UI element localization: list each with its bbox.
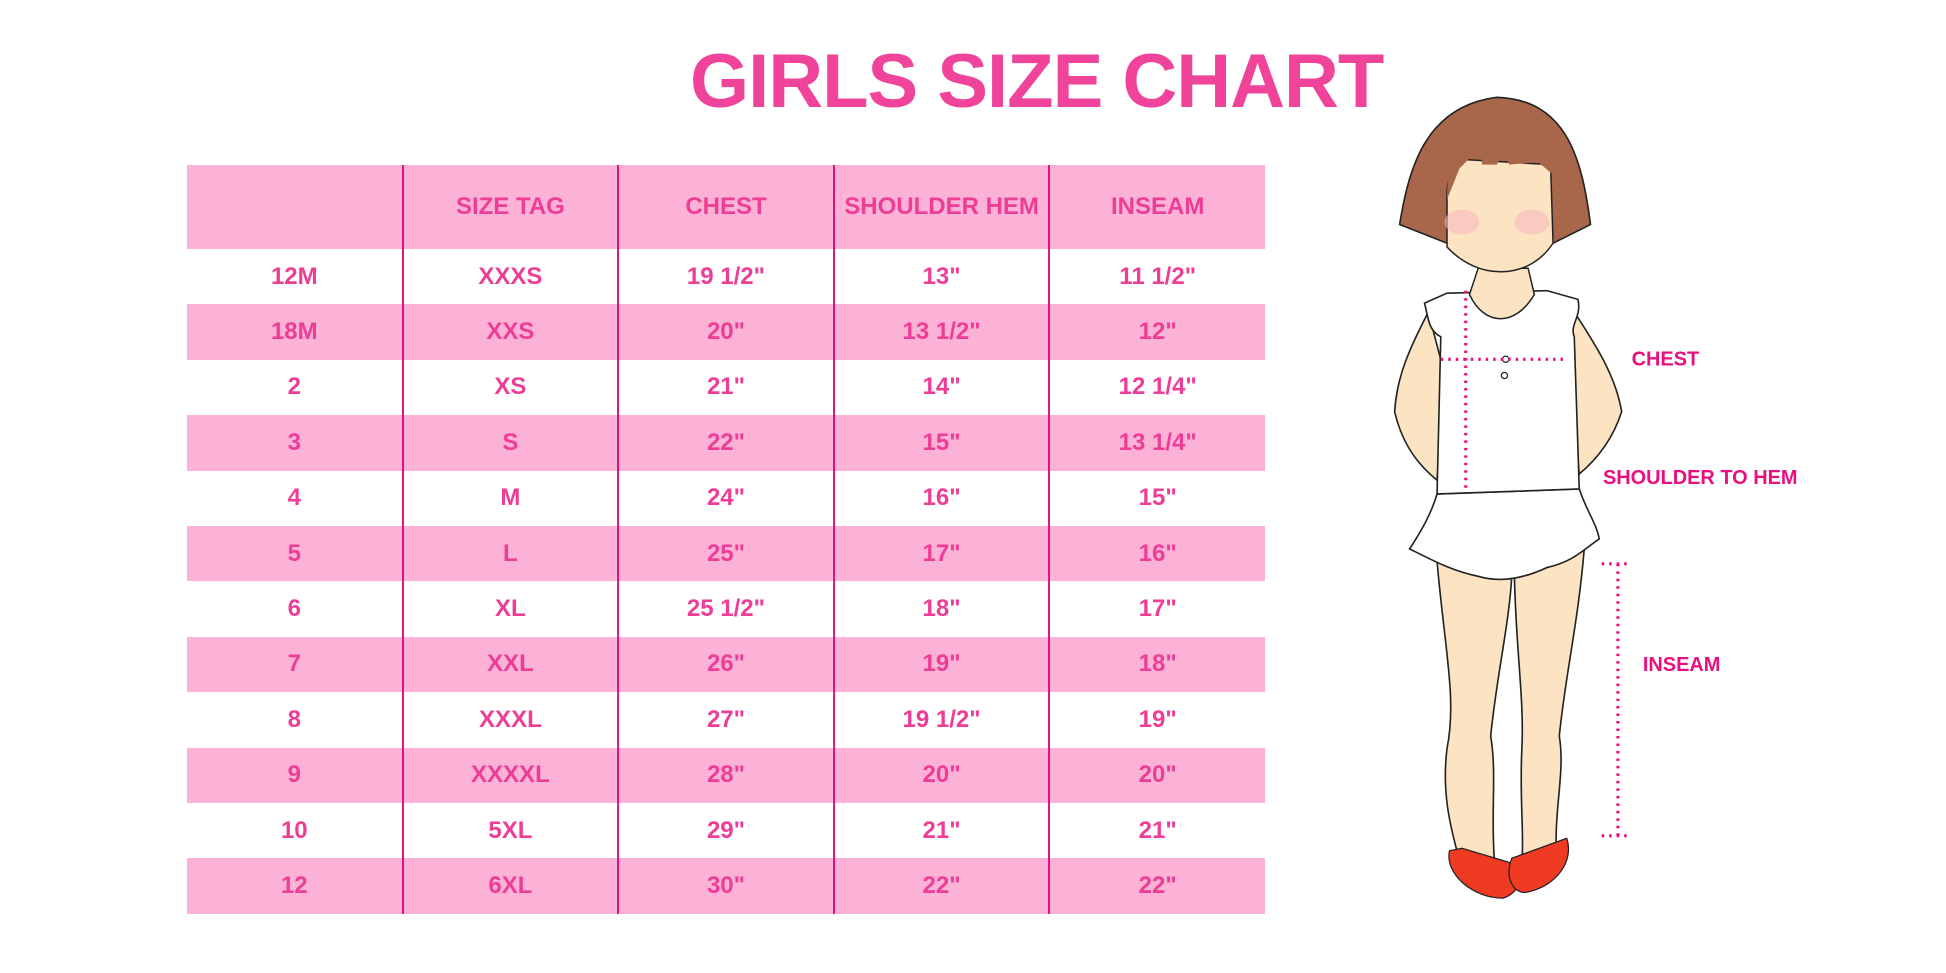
table-cell: 13" [832, 249, 1050, 305]
neck [1468, 267, 1536, 320]
left-leg [1436, 560, 1513, 862]
table-row: 18M XXS 20" 13 1/2" 12" [187, 304, 1265, 360]
table-cell: 18M [270, 318, 318, 346]
table-cell: 19 1/2" [832, 692, 1050, 748]
table-row: 2 XS 21" 14" 12 1/4" [187, 359, 1265, 416]
table-cell: 14" [832, 359, 1050, 416]
table-cell: 12" [1048, 304, 1265, 360]
table-cell: L [401, 525, 619, 582]
table-cell: XL [401, 581, 619, 637]
table-cell: 24" [617, 470, 834, 526]
table-cell: 12 1/4" [1048, 359, 1265, 416]
table-cell: XXXS [401, 249, 619, 305]
table-cell: XXS [401, 304, 619, 360]
table-cell: 30" [617, 858, 834, 914]
column-header: SHOULDER HEM [832, 165, 1050, 249]
column-header: CHEST [617, 165, 834, 249]
table-cell: 21" [832, 802, 1050, 859]
left-arm [1393, 309, 1446, 482]
table-cell: 15" [1048, 470, 1265, 526]
table-cell: 20" [832, 747, 1050, 803]
table-cell: 21" [1048, 802, 1265, 859]
table-cell: 5 [287, 539, 301, 567]
table-row: 4 M 24" 16" 15" [187, 470, 1265, 526]
right-arm [1568, 309, 1623, 476]
table-cell: XXL [401, 636, 619, 693]
table-cell: 13 1/4" [1048, 415, 1265, 471]
table-cell: 15" [832, 415, 1050, 471]
table-cell: XS [401, 359, 619, 416]
table-cell: 21" [617, 359, 834, 416]
table-cell: 19 1/2" [617, 249, 834, 305]
table-cell: 26" [617, 636, 834, 693]
table-cell: 28" [617, 747, 834, 803]
table-cell: 8 [287, 705, 301, 733]
table-cell: 19" [832, 636, 1050, 693]
table-cell: M [401, 470, 619, 526]
table-cell: 22" [832, 858, 1050, 914]
table-cell: 16" [832, 470, 1050, 526]
table-row: 9 XXXXL 28" 20" 20" [187, 747, 1265, 803]
cheek [1514, 209, 1550, 235]
button-icon [1501, 355, 1510, 364]
table-cell: S [401, 415, 619, 471]
table-cell: 29" [617, 802, 834, 859]
table-cell: 6XL [401, 858, 619, 914]
table-row: 12M XXXS 19 1/2" 13" 11 1/2" [187, 249, 1265, 305]
table-cell: 17" [1048, 581, 1265, 637]
table-row: 7 XXL 26" 19" 18" [187, 636, 1265, 693]
table-cell: 22" [1048, 858, 1265, 914]
table-cell: 17" [832, 525, 1050, 582]
column-header: INSEAM [1048, 165, 1265, 249]
table-row: 10 5XL 29" 21" 21" [187, 802, 1265, 859]
table-cell: 2 [287, 373, 301, 401]
table-cell: 4 [287, 484, 301, 512]
cheek [1444, 209, 1480, 235]
right-shoe [1508, 837, 1570, 894]
table-cell: 7 [287, 650, 301, 678]
table-cell: 12 [280, 871, 308, 899]
table-cell: 27" [617, 692, 834, 748]
table-cell: 18" [832, 581, 1050, 637]
table-row: 6 XL 25 1/2" 18" 17" [187, 581, 1265, 637]
table-cell: 25 1/2" [617, 581, 834, 637]
table-cell: 22" [617, 415, 834, 471]
table-cell: 5XL [401, 802, 619, 859]
table-cell: XXXXL [401, 747, 619, 803]
button-icon [1500, 371, 1509, 380]
hair-bangs [1447, 114, 1554, 200]
table-cell: 3 [287, 428, 301, 456]
table-row: 5 L 25" 17" 16" [187, 525, 1265, 582]
table-row: 8 XXXL 27" 19 1/2" 19" [187, 692, 1265, 748]
inseam-label: INSEAM [1643, 654, 1721, 676]
skirt-ruffle [1408, 488, 1601, 581]
table-cell: 10 [280, 816, 308, 844]
column-header: SIZE TAG [401, 165, 619, 249]
table-cell: 6 [287, 595, 301, 623]
table-cell: 13 1/2" [832, 304, 1050, 360]
table-cell: 9 [287, 761, 301, 789]
table-cell: 20" [1048, 747, 1265, 803]
table-row: 12 6XL 30" 22" 22" [187, 858, 1265, 914]
table-cell: 18" [1048, 636, 1265, 693]
chest-label: CHEST [1632, 348, 1700, 370]
table-cell: 11 1/2" [1048, 249, 1265, 305]
shoulder-to-hem-label: SHOULDER TO HEM [1603, 467, 1798, 489]
table-cell: 25" [617, 525, 834, 582]
table-header-row: SIZE TAG CHEST SHOULDER HEM INSEAM [187, 165, 1265, 249]
table-cell: 20" [617, 304, 834, 360]
right-leg [1513, 547, 1586, 862]
table-cell: 16" [1048, 525, 1265, 582]
table-cell: 19" [1048, 692, 1265, 748]
table-row: 3 S 22" 15" 13 1/4" [187, 415, 1265, 471]
shirt [1423, 289, 1581, 495]
size-chart-table: SIZE TAG CHEST SHOULDER HEM INSEAM 12M XXXS 1… [187, 165, 1265, 914]
table-cell: 12M [270, 262, 318, 290]
table-cell: XXXL [401, 692, 619, 748]
